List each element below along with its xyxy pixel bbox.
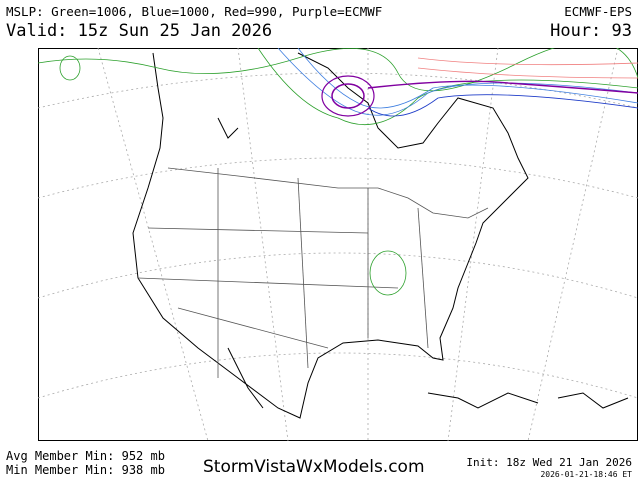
avg-member-min: Avg Member Min: 952 mb <box>6 449 165 463</box>
coastline <box>132 52 629 419</box>
map <box>38 48 638 441</box>
init-time: Init: 18z Wed 21 Jan 2026 <box>466 456 632 469</box>
valid-time: Valid: 15z Sun 25 Jan 2026 <box>6 21 273 41</box>
forecast-hour: Hour: 93 <box>550 21 632 41</box>
model-name: ECMWF-EPS <box>564 4 632 19</box>
map-frame <box>38 48 638 441</box>
ensemble-contours <box>38 48 638 296</box>
legend-text: MSLP: Green=1006, Blue=1000, Red=990, Pu… <box>6 4 383 19</box>
borders <box>137 167 489 378</box>
min-member-min: Min Member Min: 938 mb <box>6 463 165 477</box>
timestamp: 2026-01-21-18:46 ET <box>540 470 632 479</box>
site-name: StormVistaWxModels.com <box>203 457 425 477</box>
